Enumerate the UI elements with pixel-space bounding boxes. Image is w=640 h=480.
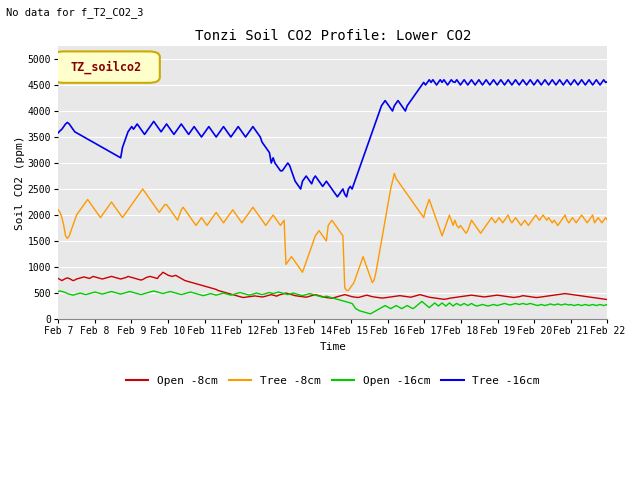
Text: TZ_soilco2: TZ_soilco2 (70, 60, 142, 74)
Text: No data for f_T2_CO2_3: No data for f_T2_CO2_3 (6, 7, 144, 18)
FancyBboxPatch shape (52, 51, 160, 83)
Title: Tonzi Soil CO2 Profile: Lower CO2: Tonzi Soil CO2 Profile: Lower CO2 (195, 29, 471, 43)
Y-axis label: Soil CO2 (ppm): Soil CO2 (ppm) (15, 135, 25, 230)
X-axis label: Time: Time (319, 342, 346, 351)
Legend: Open -8cm, Tree -8cm, Open -16cm, Tree -16cm: Open -8cm, Tree -8cm, Open -16cm, Tree -… (121, 371, 545, 390)
